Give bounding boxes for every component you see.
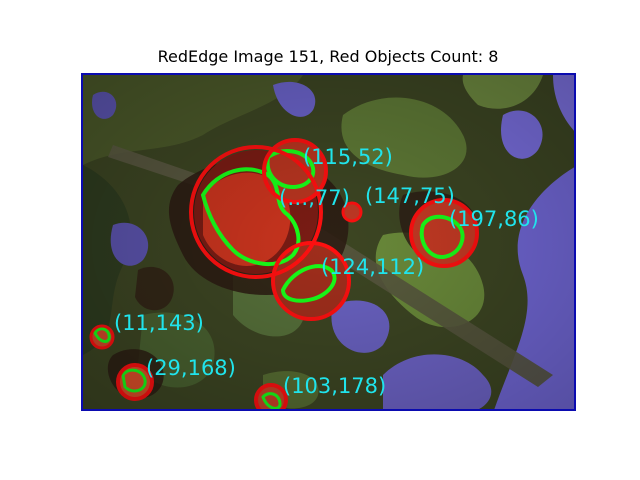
redEdge-image-panel: (115,52) (…,77) (147,75) (197,86) (124,1…	[81, 73, 576, 411]
object-label: (…,77)	[279, 186, 350, 210]
object-label: (147,75)	[365, 184, 455, 208]
object-label: (197,86)	[449, 207, 539, 231]
object-label: (115,52)	[303, 145, 393, 169]
aerial-image: (115,52) (…,77) (147,75) (197,86) (124,1…	[83, 75, 574, 409]
object-label: (29,168)	[146, 356, 236, 380]
object-label: (103,178)	[283, 374, 386, 398]
figure-title: RedEdge Image 151, Red Objects Count: 8	[157, 47, 499, 66]
object-label: (124,112)	[321, 255, 424, 279]
object-label: (11,143)	[114, 311, 204, 335]
